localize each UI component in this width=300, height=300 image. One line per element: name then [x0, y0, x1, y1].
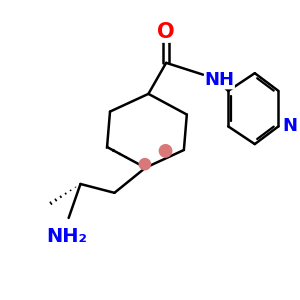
- Text: O: O: [157, 22, 175, 42]
- Circle shape: [139, 159, 151, 170]
- Circle shape: [159, 145, 172, 157]
- Text: N: N: [282, 117, 297, 135]
- Text: NH₂: NH₂: [47, 227, 88, 246]
- Text: NH: NH: [205, 71, 235, 89]
